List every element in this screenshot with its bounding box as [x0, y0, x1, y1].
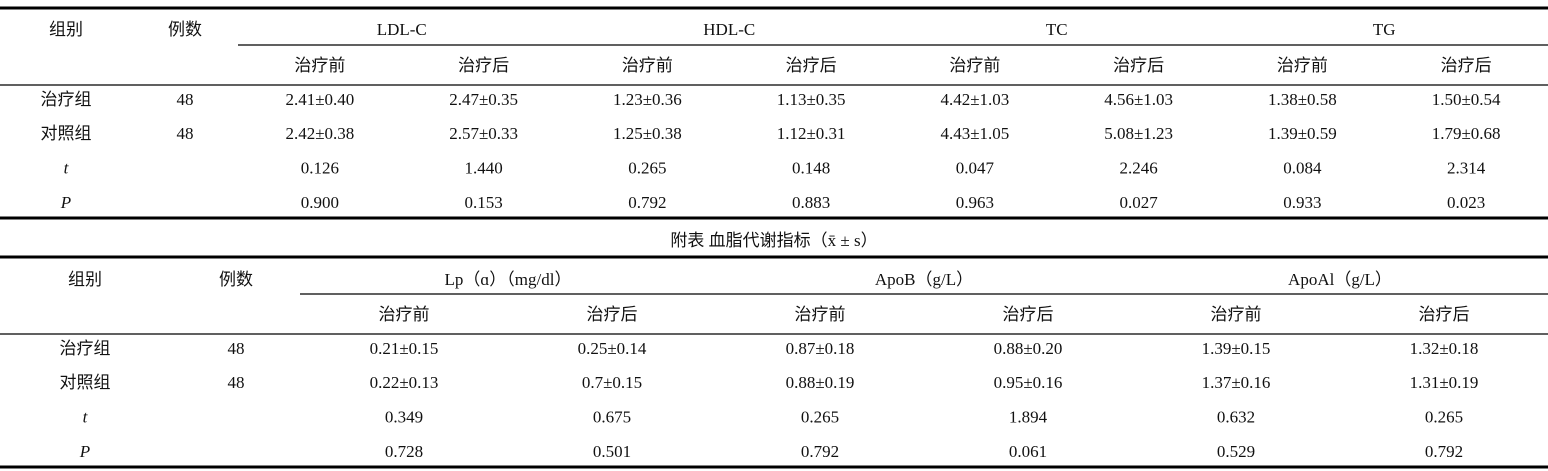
row-label: 对照组	[41, 124, 92, 143]
cell: 0.21±0.15	[370, 339, 439, 358]
cell: 0.349	[385, 408, 423, 427]
cell: 0.728	[385, 442, 423, 461]
sub-header: 治疗前	[1277, 56, 1328, 75]
row-label: P	[60, 193, 71, 212]
header-cell: 组别	[49, 20, 83, 39]
cell: 2.314	[1447, 159, 1486, 178]
cell: 0.265	[628, 159, 666, 178]
cell: 0.126	[301, 159, 339, 178]
cell: 2.41±0.40	[285, 90, 354, 109]
cell: 0.792	[628, 193, 666, 212]
cell: 1.23±0.36	[613, 90, 682, 109]
sub-header: 治疗后	[458, 56, 509, 75]
cell: 4.56±1.03	[1104, 90, 1173, 109]
cell: 1.37±0.16	[1202, 373, 1271, 392]
cell: 2.42±0.38	[285, 124, 354, 143]
cell: 0.883	[792, 193, 830, 212]
cell: 0.7±0.15	[582, 373, 642, 392]
cell: 0.265	[801, 408, 839, 427]
cell: 2.246	[1120, 159, 1158, 178]
cell: 0.963	[956, 193, 994, 212]
cell: 4.43±1.05	[940, 124, 1009, 143]
cell: 0.061	[1009, 442, 1047, 461]
cell: 0.792	[801, 442, 839, 461]
cell: 0.88±0.19	[786, 373, 855, 392]
cell: 0.792	[1425, 442, 1463, 461]
cell: 4.42±1.03	[940, 90, 1009, 109]
group-header: HDL-C	[703, 20, 755, 39]
sub-header: 治疗前	[622, 56, 673, 75]
cell: 1.38±0.58	[1268, 90, 1337, 109]
cell: 0.933	[1283, 193, 1321, 212]
row-label: P	[79, 442, 90, 461]
row-label: 治疗组	[41, 90, 92, 109]
cell: 5.08±1.23	[1104, 124, 1173, 143]
sub-header: 治疗后	[1003, 305, 1054, 324]
header-cell: 例数	[219, 270, 253, 289]
row-label: t	[64, 159, 70, 178]
cell: 0.87±0.18	[786, 339, 855, 358]
group-header: Lp（ɑ）（mg/dl）	[445, 270, 572, 289]
cell: 0.88±0.20	[994, 339, 1063, 358]
cell: 1.31±0.19	[1410, 373, 1479, 392]
cell: 0.047	[956, 159, 995, 178]
cell: 0.027	[1120, 193, 1159, 212]
header-cell: 组别	[68, 270, 102, 289]
cell: 1.39±0.15	[1202, 339, 1271, 358]
cell: 0.675	[593, 408, 631, 427]
cell: 1.440	[465, 159, 503, 178]
group-header: TG	[1373, 20, 1396, 39]
cell: 1.13±0.35	[777, 90, 846, 109]
sub-header: 治疗后	[587, 305, 638, 324]
cell: 48	[177, 124, 194, 143]
sub-header: 治疗前	[1211, 305, 1262, 324]
header-cell: 例数	[168, 20, 202, 39]
cell: 0.22±0.13	[370, 373, 439, 392]
cell: 0.25±0.14	[578, 339, 647, 358]
cell: 1.25±0.38	[613, 124, 682, 143]
cell: 48	[177, 90, 194, 109]
cell: 48	[228, 339, 245, 358]
cell: 0.529	[1217, 442, 1255, 461]
sub-header: 治疗后	[786, 56, 837, 75]
cell: 1.50±0.54	[1432, 90, 1501, 109]
cell: 0.95±0.16	[994, 373, 1063, 392]
cell: 0.265	[1425, 408, 1463, 427]
row-label: t	[83, 408, 89, 427]
table-caption: 附表 血脂代谢指标（x̄ ± s）	[670, 231, 877, 250]
cell: 0.632	[1217, 408, 1255, 427]
sub-header: 治疗后	[1113, 56, 1164, 75]
cell: 0.084	[1283, 159, 1322, 178]
sub-header: 治疗前	[949, 56, 1000, 75]
cell: 1.12±0.31	[777, 124, 846, 143]
row-label: 对照组	[60, 373, 111, 392]
cell: 0.900	[301, 193, 339, 212]
sub-header: 治疗前	[795, 305, 846, 324]
cell: 0.148	[792, 159, 830, 178]
cell: 0.023	[1447, 193, 1485, 212]
cell: 0.501	[593, 442, 631, 461]
group-header: LDL-C	[377, 20, 427, 39]
sub-header: 治疗前	[294, 56, 345, 75]
cell: 1.32±0.18	[1410, 339, 1479, 358]
cell: 2.57±0.33	[449, 124, 518, 143]
sub-header: 治疗前	[379, 305, 430, 324]
group-header: TC	[1046, 20, 1068, 39]
cell: 1.79±0.68	[1432, 124, 1501, 143]
sub-header: 治疗后	[1441, 56, 1492, 75]
row-label: 治疗组	[60, 339, 111, 358]
group-header: ApoB（g/L）	[875, 270, 973, 289]
cell: 0.153	[465, 193, 503, 212]
cell: 2.47±0.35	[449, 90, 518, 109]
cell: 48	[228, 373, 245, 392]
sub-header: 治疗后	[1419, 305, 1470, 324]
group-header: ApoAl（g/L）	[1288, 270, 1392, 289]
cell: 1.39±0.59	[1268, 124, 1337, 143]
cell: 1.894	[1009, 408, 1048, 427]
